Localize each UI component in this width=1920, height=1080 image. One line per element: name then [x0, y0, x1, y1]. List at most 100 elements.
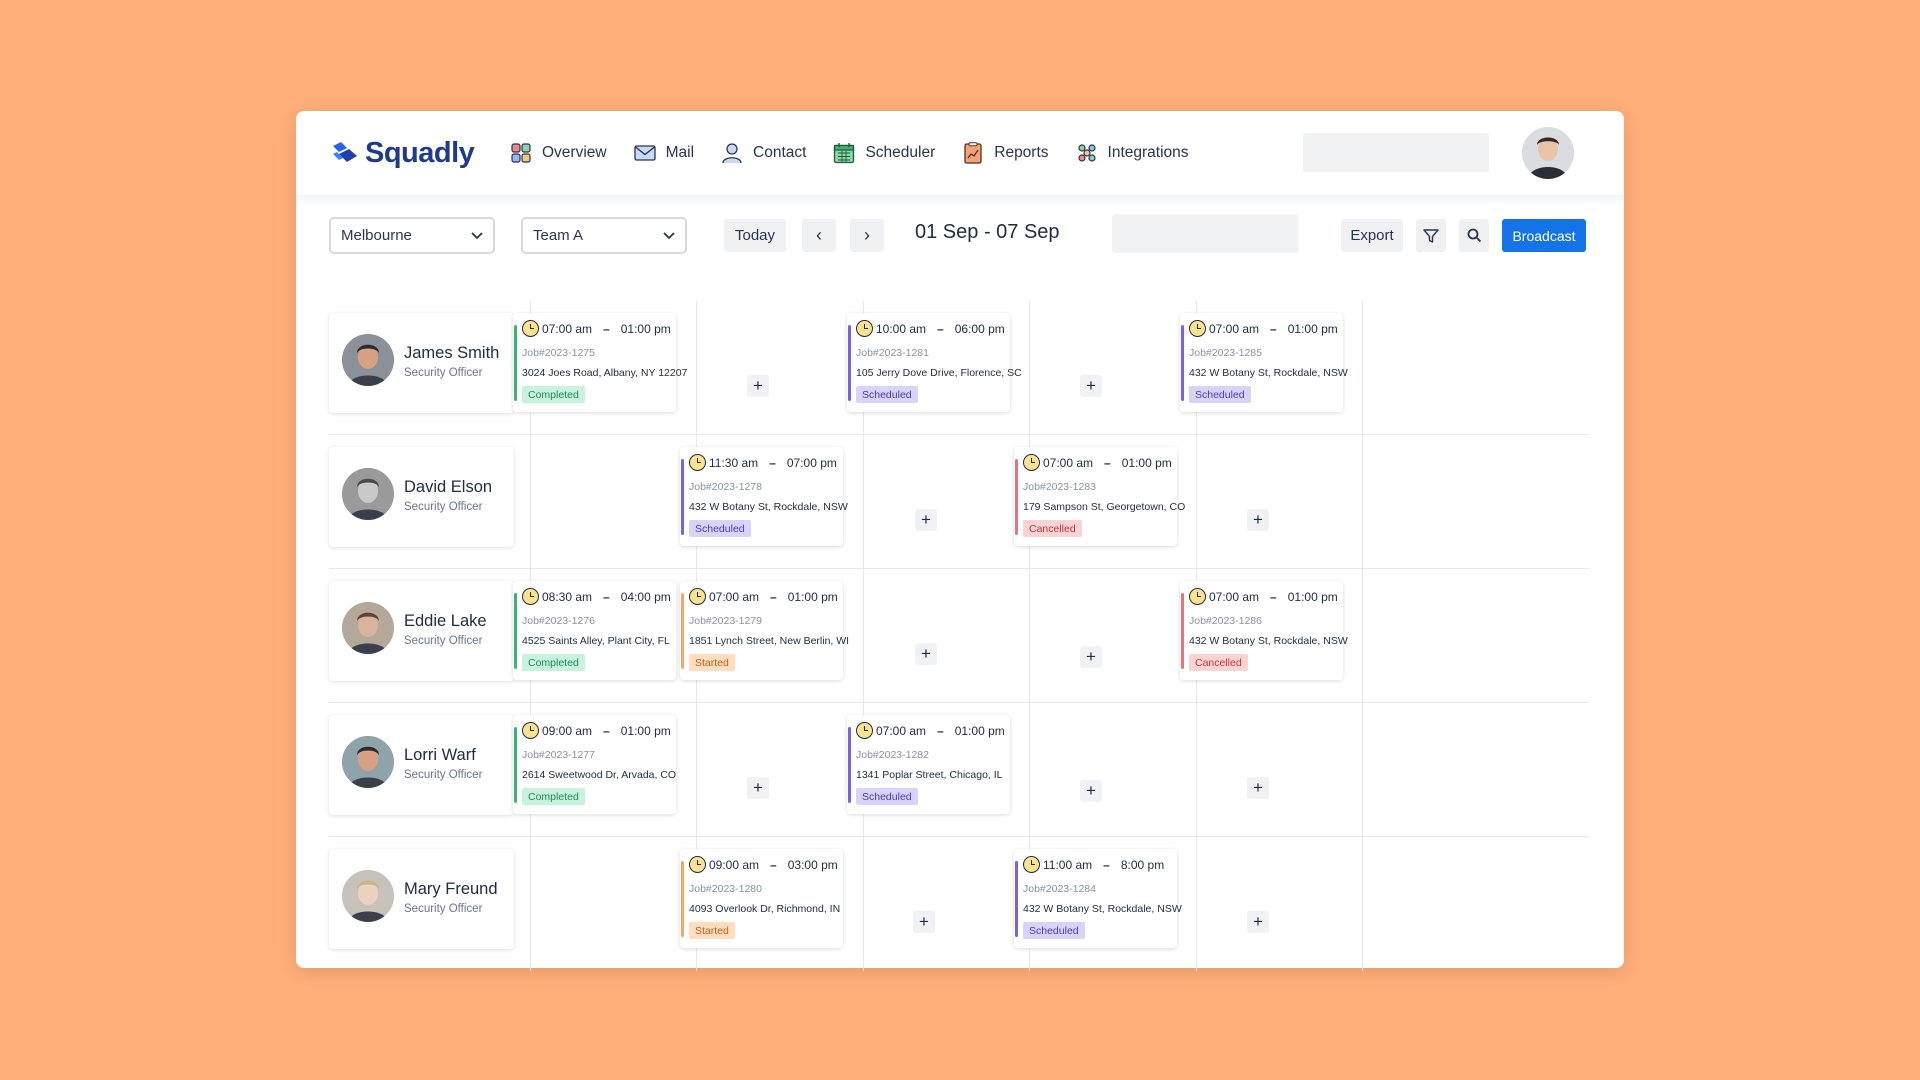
- column-separator: [1196, 435, 1197, 569]
- add-shift-button[interactable]: +: [747, 375, 769, 397]
- staff-card[interactable]: Mary Freund Security Officer: [329, 849, 514, 949]
- add-shift-button[interactable]: +: [1080, 646, 1102, 668]
- job-address: 432 W Botany St, Rockdale, NSW: [1023, 903, 1182, 915]
- clock-icon: [1023, 454, 1040, 471]
- add-shift-button[interactable]: +: [915, 509, 937, 531]
- nav-contact[interactable]: Contact: [721, 142, 806, 164]
- time-separator: –: [937, 723, 944, 738]
- job-id: Job#2023-1285: [1189, 347, 1262, 359]
- staff-role: Security Officer: [404, 635, 483, 647]
- status-badge: Scheduled: [1189, 386, 1251, 403]
- user-avatar[interactable]: [1522, 127, 1574, 179]
- location-select[interactable]: Melbourne: [329, 217, 495, 254]
- shift-end: 8:00 pm: [1120, 857, 1165, 872]
- schedule-grid: James Smith Security Officer 07:00 am –01:0…: [329, 301, 1589, 971]
- job-address: 179 Sampson St, Georgetown, CO: [1023, 501, 1186, 513]
- shift-card[interactable]: 11:30 am –07:00 pm Job#2023-1278 432 W Bota…: [680, 447, 848, 546]
- shift-card[interactable]: 07:00 am –01:00 pm Job#2023-1283 179 Sampso…: [1014, 447, 1185, 546]
- main-nav: Overview Mail Contact: [510, 139, 1216, 167]
- today-button[interactable]: Today: [724, 219, 786, 252]
- add-shift-button[interactable]: +: [1080, 780, 1102, 802]
- shift-end: 01:00 pm: [787, 589, 838, 604]
- shift-end: 03:00 pm: [787, 857, 838, 872]
- toolbar-search-input[interactable]: [1112, 214, 1298, 253]
- shift-card[interactable]: 10:00 am –06:00 pm Job#2023-1281 105 Jerry …: [847, 313, 1022, 412]
- column-separator: [696, 301, 697, 435]
- staff-card[interactable]: Eddie Lake Security Officer: [329, 581, 514, 681]
- add-shift-button[interactable]: +: [747, 777, 769, 799]
- staff-card[interactable]: David Elson Security Officer: [329, 447, 514, 547]
- nav-integrations[interactable]: Integrations: [1076, 142, 1189, 164]
- add-shift-button[interactable]: +: [915, 643, 937, 665]
- shift-card[interactable]: 09:00 am –03:00 pm Job#2023-1280 4093 Overl…: [680, 849, 843, 948]
- nav-reports-label: Reports: [994, 144, 1049, 161]
- next-week-button[interactable]: ›: [850, 219, 884, 252]
- app-window: Squadly Overview Mail: [296, 111, 1624, 971]
- shift-start: 07:00 am: [876, 723, 927, 738]
- shift-card[interactable]: 07:00 am –01:00 pm Job#2023-1282 1341 Popla…: [847, 715, 1010, 814]
- shift-end: 01:00 pm: [954, 723, 1005, 738]
- staff-role: Security Officer: [404, 501, 483, 513]
- shift-time: 08:30 am –04:00 pm: [522, 588, 671, 605]
- column-separator: [863, 569, 864, 703]
- column-separator: [1029, 569, 1030, 703]
- broadcast-button[interactable]: Broadcast: [1502, 219, 1586, 252]
- brand-logo[interactable]: Squadly: [331, 135, 475, 171]
- shift-card[interactable]: 09:00 am –01:00 pm Job#2023-1277 2614 Sweet…: [513, 715, 676, 814]
- team-select[interactable]: Team A: [521, 217, 687, 254]
- time-separator: –: [769, 455, 776, 470]
- add-shift-button[interactable]: +: [1247, 911, 1269, 933]
- shift-card[interactable]: 07:00 am –01:00 pm Job#2023-1286 432 W Bota…: [1180, 581, 1348, 680]
- job-address: 4093 Overlook Dr, Richmond, IN: [689, 903, 841, 915]
- shift-time: 09:00 am –01:00 pm: [522, 722, 671, 739]
- brand-name: Squadly: [365, 136, 475, 169]
- job-id: Job#2023-1281: [856, 347, 929, 359]
- shift-end: 04:00 pm: [620, 589, 671, 604]
- header-search-input[interactable]: [1303, 133, 1489, 172]
- staff-card[interactable]: Lorri Warf Security Officer: [329, 715, 514, 815]
- nav-overview[interactable]: Overview: [510, 142, 607, 164]
- shift-card[interactable]: 08:30 am –04:00 pm Job#2023-1276 4525 Saint…: [513, 581, 676, 680]
- shift-time: 07:00 am –01:00 pm: [1023, 454, 1172, 471]
- shift-card[interactable]: 07:00 am –01:00 pm Job#2023-1275 3024 Joes …: [513, 313, 687, 412]
- status-badge: Completed: [522, 788, 585, 805]
- nav-mail[interactable]: Mail: [633, 142, 694, 164]
- staff-photo: [342, 334, 394, 386]
- status-badge: Cancelled: [1189, 654, 1248, 671]
- clock-icon: [1189, 320, 1206, 337]
- filter-button[interactable]: [1416, 219, 1446, 252]
- nav-integrations-label: Integrations: [1107, 144, 1189, 161]
- status-bar: [514, 325, 517, 401]
- nav-reports[interactable]: Reports: [962, 142, 1049, 164]
- add-shift-button[interactable]: +: [913, 911, 935, 933]
- squadly-logo-icon: [333, 142, 357, 162]
- prev-week-button[interactable]: ‹: [802, 219, 836, 252]
- status-bar: [681, 459, 684, 535]
- job-address: 1341 Poplar Street, Chicago, IL: [856, 769, 1003, 781]
- shift-card[interactable]: 07:00 am –01:00 pm Job#2023-1285 432 W Bota…: [1180, 313, 1348, 412]
- shift-start: 07:00 am: [709, 589, 760, 604]
- search-button[interactable]: [1459, 219, 1489, 252]
- shift-start: 10:00 am: [876, 321, 927, 336]
- column-separator: [863, 435, 864, 569]
- nav-scheduler[interactable]: Scheduler: [833, 142, 935, 164]
- add-shift-button[interactable]: +: [1247, 509, 1269, 531]
- staff-photo: [342, 736, 394, 788]
- job-address: 2614 Sweetwood Dr, Arvada, CO: [522, 769, 677, 781]
- staff-card[interactable]: James Smith Security Officer: [329, 313, 514, 413]
- status-badge: Scheduled: [856, 386, 918, 403]
- job-id: Job#2023-1284: [1023, 883, 1096, 895]
- shift-card[interactable]: 07:00 am –01:00 pm Job#2023-1279 1851 Lynch…: [680, 581, 849, 680]
- clock-icon: [689, 588, 706, 605]
- filter-icon: [1423, 228, 1439, 243]
- export-button[interactable]: Export: [1341, 219, 1403, 252]
- column-separator: [696, 703, 697, 837]
- column-separator: [1029, 301, 1030, 435]
- status-bar: [681, 593, 684, 669]
- shift-card[interactable]: 11:00 am –8:00 pm Job#2023-1284 432 W Botan…: [1014, 849, 1182, 948]
- status-badge: Started: [689, 922, 735, 939]
- job-address: 105 Jerry Dove Drive, Florence, SC: [856, 367, 1022, 379]
- shift-end: 06:00 pm: [954, 321, 1005, 336]
- add-shift-button[interactable]: +: [1080, 375, 1102, 397]
- add-shift-button[interactable]: +: [1247, 777, 1269, 799]
